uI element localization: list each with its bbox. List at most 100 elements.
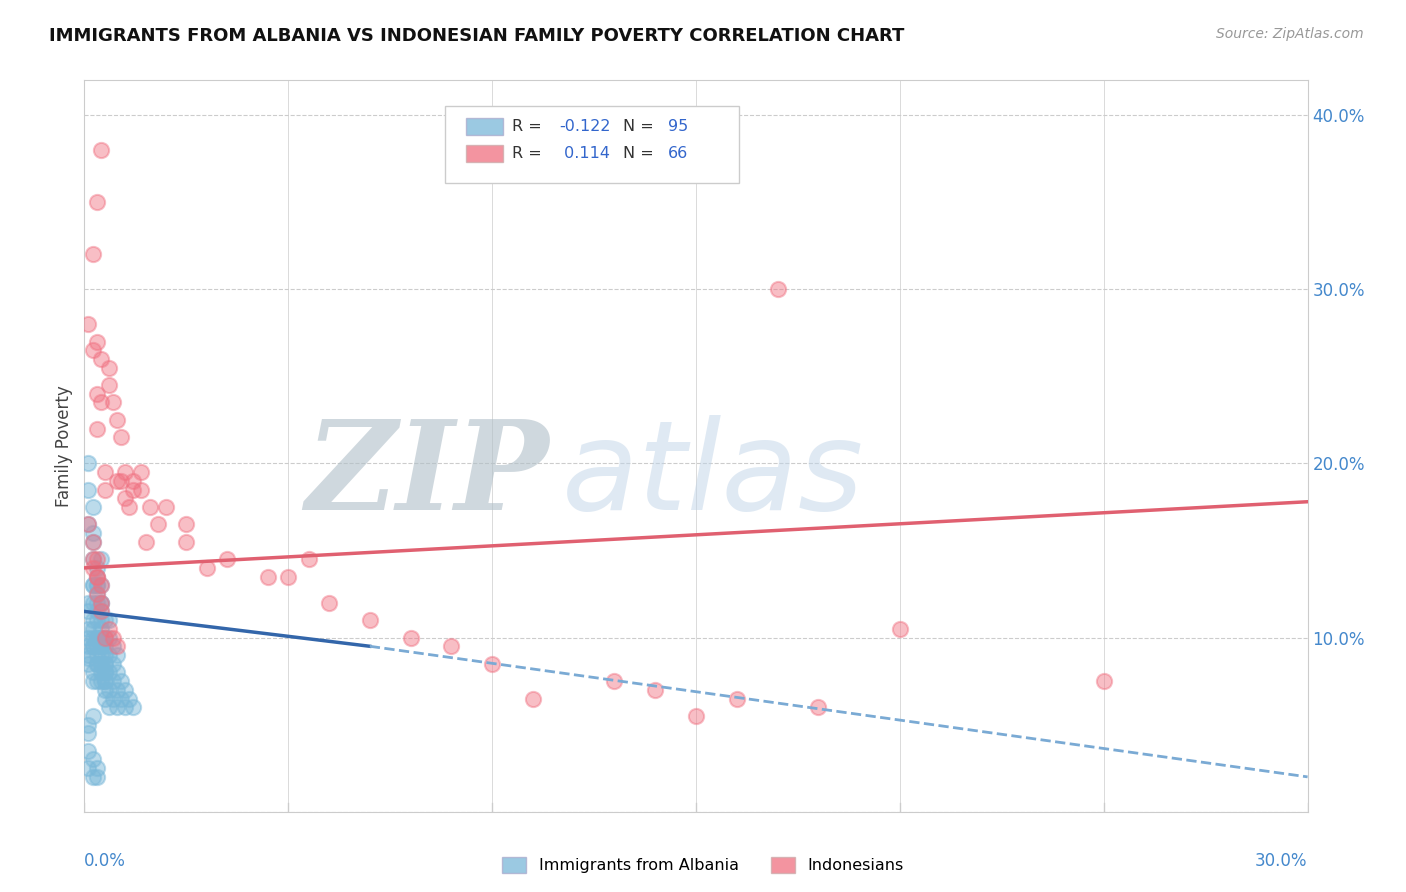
FancyBboxPatch shape [446, 106, 738, 183]
Text: atlas: atlas [561, 415, 863, 536]
Point [146, 517, 169, 532]
Point [93, 483, 115, 497]
Point [97, 700, 120, 714]
Text: N =: N = [623, 119, 658, 134]
Point [114, 682, 136, 697]
Point [86, 334, 108, 349]
Point [685, 709, 707, 723]
Point [277, 569, 299, 583]
Point [122, 483, 145, 497]
Point [90, 578, 112, 592]
Point [86, 657, 108, 671]
Point [82, 534, 104, 549]
Point [155, 500, 177, 514]
Point [82, 552, 104, 566]
Point [90, 596, 112, 610]
Text: 95: 95 [668, 119, 688, 134]
Point [522, 691, 544, 706]
Point [90, 640, 112, 654]
Point [725, 691, 748, 706]
Point [77, 648, 100, 662]
Point [90, 604, 112, 618]
Point [105, 682, 128, 697]
Point [86, 674, 108, 689]
Point [77, 651, 100, 665]
Point [131, 483, 153, 497]
Point [86, 770, 108, 784]
Point [90, 665, 112, 680]
Point [110, 691, 132, 706]
Y-axis label: Family Poverty: Family Poverty [55, 385, 73, 507]
Point [174, 517, 197, 532]
Text: -0.122: -0.122 [560, 119, 610, 134]
Point [86, 631, 108, 645]
Point [318, 596, 340, 610]
Point [101, 640, 124, 654]
FancyBboxPatch shape [465, 118, 503, 136]
Point [82, 561, 104, 575]
Point [114, 465, 136, 479]
Point [105, 665, 128, 680]
Point [93, 682, 115, 697]
Point [93, 674, 115, 689]
Point [90, 578, 112, 592]
Point [86, 195, 108, 210]
Point [97, 360, 120, 375]
Point [82, 674, 104, 689]
Point [82, 526, 104, 541]
Point [110, 474, 132, 488]
Point [93, 674, 115, 689]
Point [122, 474, 145, 488]
Point [93, 648, 115, 662]
Point [90, 604, 112, 618]
Point [105, 700, 128, 714]
Point [86, 761, 108, 775]
Point [90, 640, 112, 654]
Point [93, 613, 115, 627]
Point [82, 752, 104, 766]
Point [118, 500, 141, 514]
Point [82, 500, 104, 514]
Point [114, 700, 136, 714]
Point [82, 343, 104, 358]
Point [82, 640, 104, 654]
Point [90, 631, 112, 645]
Point [77, 657, 100, 671]
Point [101, 691, 124, 706]
Point [97, 622, 120, 636]
Point [257, 569, 280, 583]
Point [101, 395, 124, 409]
FancyBboxPatch shape [465, 145, 503, 162]
Point [86, 631, 108, 645]
Point [77, 761, 100, 775]
Point [90, 596, 112, 610]
Point [118, 691, 141, 706]
Point [122, 700, 145, 714]
Point [93, 631, 115, 645]
Point [131, 465, 153, 479]
Point [86, 561, 108, 575]
Point [90, 351, 112, 366]
Point [77, 317, 100, 331]
Point [86, 657, 108, 671]
Point [97, 378, 120, 392]
Point [86, 587, 108, 601]
Text: 66: 66 [668, 146, 688, 161]
Point [93, 640, 115, 654]
Point [135, 534, 157, 549]
Point [77, 517, 100, 532]
Point [807, 700, 830, 714]
Text: N =: N = [623, 146, 658, 161]
Point [101, 657, 124, 671]
Point [97, 648, 120, 662]
Point [77, 596, 100, 610]
Point [399, 631, 422, 645]
Point [86, 587, 108, 601]
Point [90, 395, 112, 409]
Point [86, 569, 108, 583]
Point [97, 665, 120, 680]
Point [105, 413, 128, 427]
Point [86, 569, 108, 583]
Point [90, 640, 112, 654]
Point [77, 726, 100, 740]
